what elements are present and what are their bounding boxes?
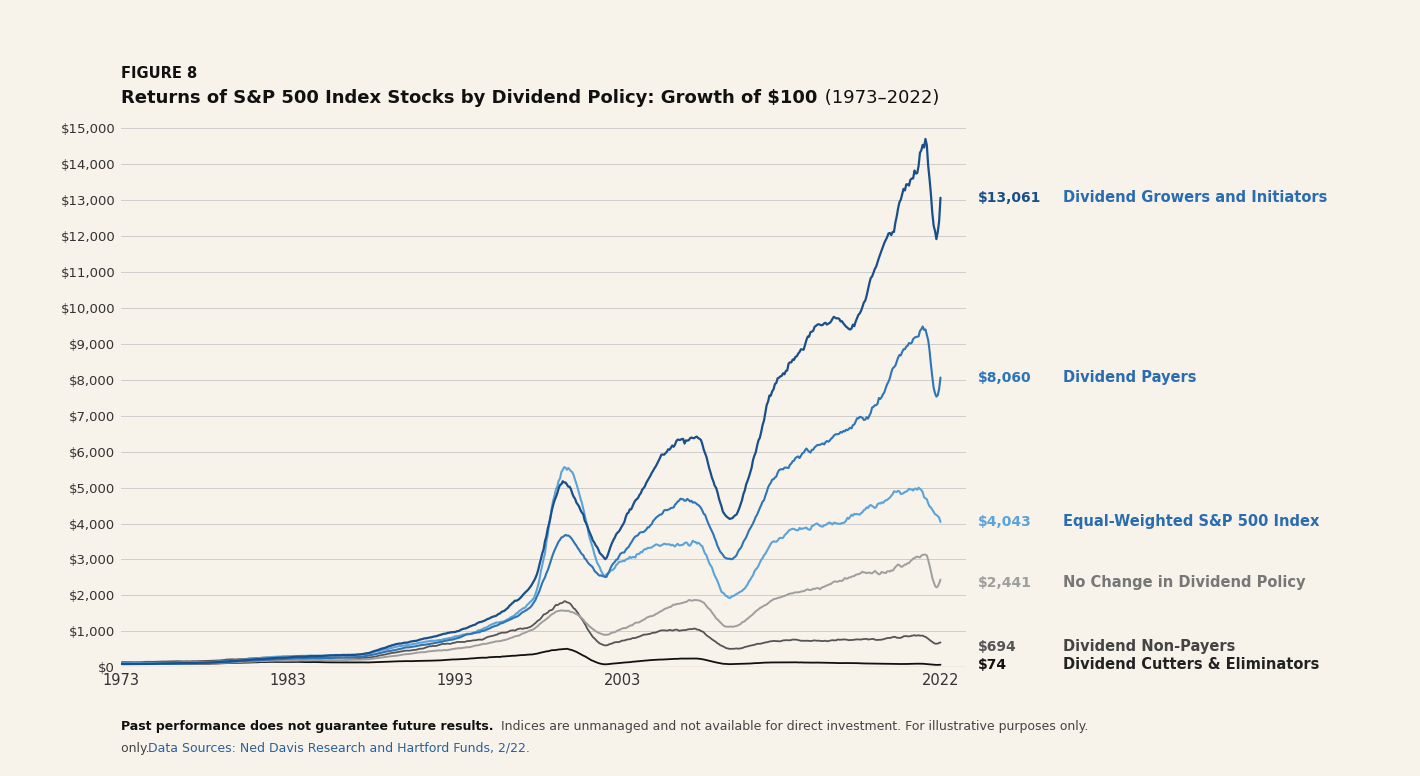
Text: Dividend Payers: Dividend Payers bbox=[1062, 370, 1196, 385]
Text: Indices are unmanaged and not available for direct investment. For illustrative : Indices are unmanaged and not available … bbox=[497, 720, 1089, 733]
Text: $13,061: $13,061 bbox=[978, 191, 1042, 205]
Text: No Change in Dividend Policy: No Change in Dividend Policy bbox=[1062, 575, 1305, 591]
Text: Equal-Weighted S&P 500 Index: Equal-Weighted S&P 500 Index bbox=[1062, 514, 1319, 529]
Text: Past performance does not guarantee future results.: Past performance does not guarantee futu… bbox=[121, 720, 493, 733]
Text: $4,043: $4,043 bbox=[978, 515, 1032, 529]
Text: Returns of S&P 500 Index Stocks by Dividend Policy: Growth of $100: Returns of S&P 500 Index Stocks by Divid… bbox=[121, 89, 816, 107]
Text: $8,060: $8,060 bbox=[978, 371, 1032, 385]
Text: Data Sources: Ned Davis Research and Hartford Funds, 2/22.: Data Sources: Ned Davis Research and Har… bbox=[148, 742, 530, 755]
Text: FIGURE 8: FIGURE 8 bbox=[121, 67, 197, 81]
Text: Dividend Cutters & Eliminators: Dividend Cutters & Eliminators bbox=[1062, 657, 1319, 672]
Text: Dividend Growers and Initiators: Dividend Growers and Initiators bbox=[1062, 190, 1328, 206]
Text: $2,441: $2,441 bbox=[978, 576, 1032, 590]
Text: $694: $694 bbox=[978, 639, 1017, 653]
Text: $74: $74 bbox=[978, 658, 1007, 672]
Text: (1973–2022): (1973–2022) bbox=[819, 89, 939, 107]
Text: only.: only. bbox=[121, 742, 153, 755]
Text: Dividend Non-Payers: Dividend Non-Payers bbox=[1062, 639, 1235, 654]
